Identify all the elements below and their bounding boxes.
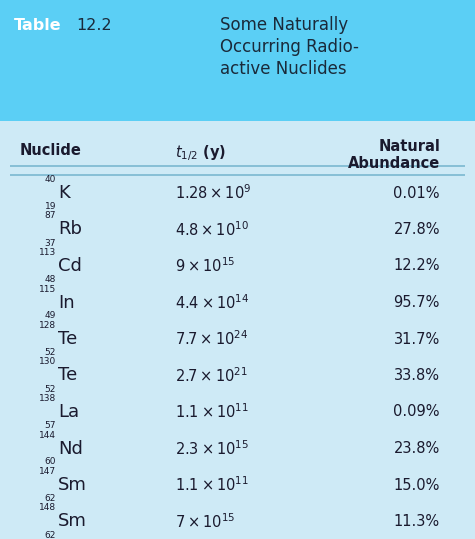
Text: Sm: Sm [58,476,87,494]
Text: In: In [58,294,75,312]
Text: 128: 128 [39,321,56,330]
Text: Natural: Natural [378,139,440,154]
Text: Occurring Radio-: Occurring Radio- [220,38,359,56]
Text: $4.4 \times 10^{14}$: $4.4 \times 10^{14}$ [175,293,249,312]
Text: Te: Te [58,330,77,348]
Text: Cd: Cd [58,257,82,275]
Text: $2.7 \times 10^{21}$: $2.7 \times 10^{21}$ [175,366,248,385]
Text: 62: 62 [45,494,56,503]
Text: Nd: Nd [58,439,83,458]
Text: 40: 40 [45,175,56,184]
Text: $7 \times 10^{15}$: $7 \times 10^{15}$ [175,512,235,531]
Text: 87: 87 [45,211,56,220]
Text: $1.28 \times 10^{9}$: $1.28 \times 10^{9}$ [175,184,251,202]
Text: 12.2: 12.2 [76,18,112,33]
Text: 130: 130 [39,357,56,367]
Text: 60: 60 [45,458,56,466]
Text: 138: 138 [39,394,56,403]
Text: 148: 148 [39,503,56,513]
Text: Table: Table [14,18,62,33]
Text: 144: 144 [39,431,56,439]
Text: Nuclide: Nuclide [20,143,82,158]
Text: 48: 48 [45,275,56,284]
Text: $2.3 \times 10^{15}$: $2.3 \times 10^{15}$ [175,439,249,458]
Text: 27.8%: 27.8% [393,222,440,237]
Text: $9 \times 10^{15}$: $9 \times 10^{15}$ [175,257,235,275]
Text: 15.0%: 15.0% [394,478,440,493]
Text: 147: 147 [39,467,56,476]
Text: Sm: Sm [58,513,87,530]
Text: 52: 52 [45,384,56,393]
Text: 33.8%: 33.8% [394,368,440,383]
Text: 12.2%: 12.2% [393,259,440,273]
Text: 95.7%: 95.7% [394,295,440,310]
Text: 31.7%: 31.7% [394,331,440,347]
Text: Abundance: Abundance [348,156,440,171]
Text: 0.01%: 0.01% [393,185,440,201]
Text: 49: 49 [45,312,56,321]
Text: 37: 37 [45,238,56,247]
Text: 57: 57 [45,421,56,430]
Text: K: K [58,184,70,202]
Text: $1.1 \times 10^{11}$: $1.1 \times 10^{11}$ [175,475,249,494]
Text: Some Naturally: Some Naturally [220,16,348,34]
Text: 52: 52 [45,348,56,357]
Text: 11.3%: 11.3% [394,514,440,529]
Text: 0.09%: 0.09% [393,404,440,419]
Text: 23.8%: 23.8% [394,441,440,456]
Text: Rb: Rb [58,220,82,238]
Text: $1.1 \times 10^{11}$: $1.1 \times 10^{11}$ [175,403,249,421]
Text: $4.8 \times 10^{10}$: $4.8 \times 10^{10}$ [175,220,249,239]
Text: 19: 19 [45,202,56,211]
Text: 115: 115 [39,285,56,294]
Text: active Nuclides: active Nuclides [220,60,347,78]
Text: 62: 62 [45,530,56,539]
Text: La: La [58,403,79,421]
Text: $7.7 \times 10^{24}$: $7.7 \times 10^{24}$ [175,330,248,348]
Text: 113: 113 [39,248,56,257]
FancyBboxPatch shape [0,0,475,121]
Text: Te: Te [58,367,77,384]
Text: $\mathit{t}_{1/2}$ (y): $\mathit{t}_{1/2}$ (y) [175,143,226,163]
